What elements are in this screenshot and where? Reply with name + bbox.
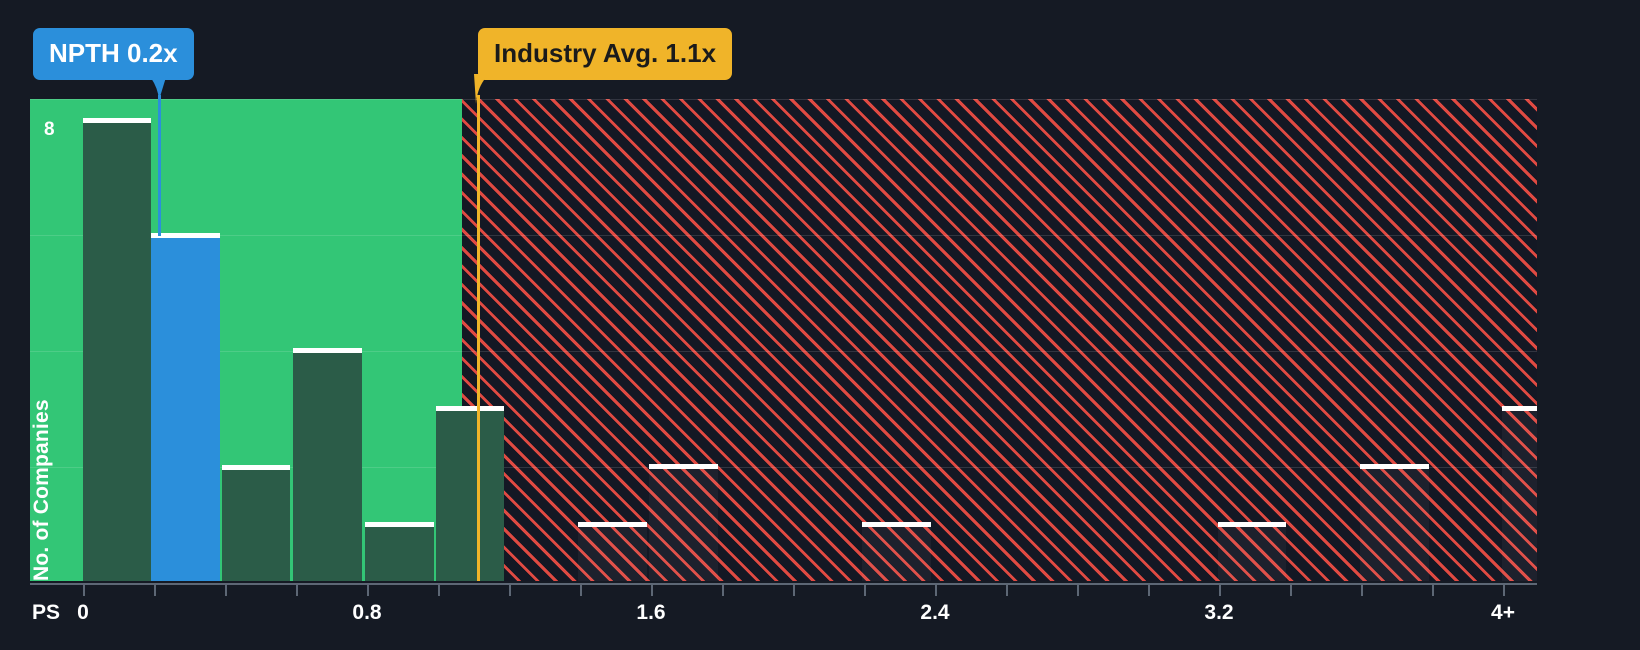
y-axis-label: No. of Companies bbox=[30, 399, 53, 581]
bar-body bbox=[1502, 411, 1537, 581]
industry-marker-line bbox=[477, 95, 480, 581]
x-axis-tick-label: 2.4 bbox=[920, 601, 950, 624]
x-axis-line bbox=[30, 583, 1537, 585]
x-axis-tick bbox=[1361, 585, 1363, 596]
histogram-bar[interactable] bbox=[1360, 464, 1429, 581]
x-axis-tick bbox=[509, 585, 511, 596]
x-axis-prefix-label: PS bbox=[32, 601, 61, 624]
bar-body bbox=[83, 123, 151, 581]
bar-cap bbox=[151, 233, 220, 238]
x-axis-tick-label: 3.2 bbox=[1204, 601, 1234, 624]
x-axis-tick bbox=[651, 585, 653, 596]
x-axis-tick bbox=[1148, 585, 1150, 596]
bar-cap bbox=[578, 522, 647, 527]
x-axis-tick-label: 0 bbox=[77, 601, 89, 624]
bar-body bbox=[1360, 469, 1429, 581]
bar-cap bbox=[222, 465, 290, 470]
x-axis-tick-label: 1.6 bbox=[636, 601, 666, 624]
bar-body bbox=[365, 527, 434, 581]
histogram-bar[interactable] bbox=[649, 464, 718, 581]
x-axis-tick bbox=[580, 585, 582, 596]
expensive-zone-hatched bbox=[462, 99, 1537, 581]
x-axis-tick bbox=[438, 585, 440, 596]
bar-body bbox=[578, 527, 647, 581]
x-axis-tick bbox=[1290, 585, 1292, 596]
gridline-top bbox=[30, 99, 1537, 100]
bar-body bbox=[1218, 527, 1286, 581]
bar-cap bbox=[1360, 464, 1429, 469]
histogram-bar[interactable] bbox=[436, 406, 504, 581]
x-axis-tick bbox=[1432, 585, 1434, 596]
gridline-1 bbox=[30, 235, 1537, 236]
histogram-bar[interactable] bbox=[862, 522, 931, 581]
company-marker-line bbox=[158, 95, 161, 236]
bar-body bbox=[293, 353, 362, 581]
x-axis-tick bbox=[1219, 585, 1221, 596]
x-axis-tick bbox=[1077, 585, 1079, 596]
x-axis-tick bbox=[225, 585, 227, 596]
x-axis-tick-label: 4+ bbox=[1491, 601, 1515, 624]
histogram-bar[interactable] bbox=[222, 465, 290, 581]
bar-body bbox=[862, 527, 931, 581]
y-axis-tick-8: 8 bbox=[44, 119, 55, 140]
x-axis-tick bbox=[864, 585, 866, 596]
company-callout-tail bbox=[125, 74, 167, 100]
bar-body bbox=[151, 238, 220, 581]
industry-callout-tail bbox=[474, 74, 506, 104]
bar-cap bbox=[1218, 522, 1286, 527]
company-callout[interactable]: NPTH 0.2x bbox=[33, 28, 194, 80]
x-axis-tick bbox=[367, 585, 369, 596]
x-axis-tick bbox=[154, 585, 156, 596]
bar-cap bbox=[1502, 406, 1537, 411]
bar-cap bbox=[83, 118, 151, 123]
bar-cap bbox=[293, 348, 362, 353]
x-axis-tick bbox=[83, 585, 85, 596]
x-axis-tick bbox=[1503, 585, 1505, 596]
x-axis-tick bbox=[722, 585, 724, 596]
bar-body bbox=[649, 469, 718, 581]
histogram-bar[interactable] bbox=[293, 348, 362, 581]
histogram-bar[interactable] bbox=[83, 118, 151, 581]
histogram-bar[interactable] bbox=[151, 233, 220, 581]
bar-cap bbox=[862, 522, 931, 527]
bar-cap bbox=[365, 522, 434, 527]
bar-cap bbox=[649, 464, 718, 469]
bar-body bbox=[222, 470, 290, 581]
x-axis-tick bbox=[1006, 585, 1008, 596]
histogram-bar[interactable] bbox=[1502, 406, 1537, 581]
x-axis-tick bbox=[935, 585, 937, 596]
bar-cap bbox=[436, 406, 504, 411]
gridline-2 bbox=[30, 351, 1537, 352]
gridline-3 bbox=[30, 467, 1537, 468]
x-axis-tick bbox=[296, 585, 298, 596]
histogram-bar[interactable] bbox=[578, 522, 647, 581]
industry-callout[interactable]: Industry Avg. 1.1x bbox=[478, 28, 733, 80]
x-axis-tick bbox=[793, 585, 795, 596]
histogram-bar[interactable] bbox=[1218, 522, 1286, 581]
histogram-bar[interactable] bbox=[365, 522, 434, 581]
bar-body bbox=[436, 411, 504, 581]
x-axis-tick-label: 0.8 bbox=[352, 601, 382, 624]
